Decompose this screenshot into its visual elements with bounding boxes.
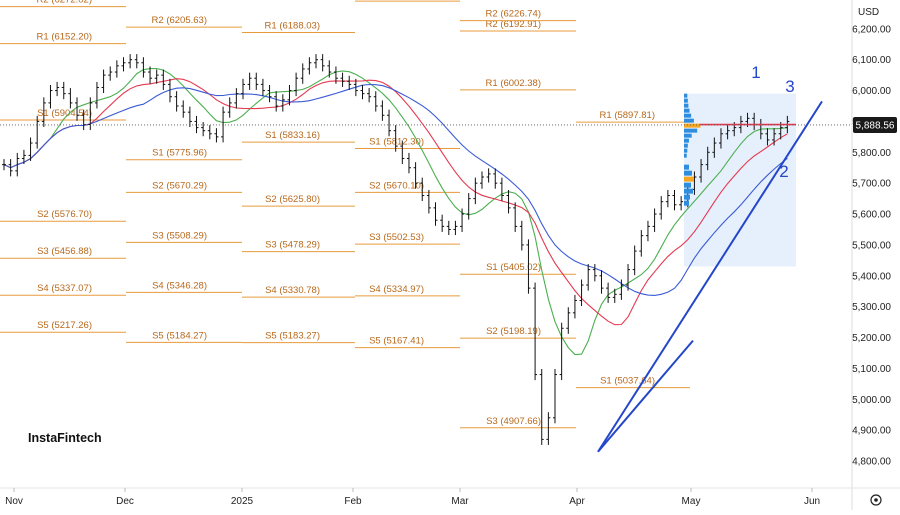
x-tick-label: Dec — [116, 496, 134, 507]
pivot-label: S4 (5330.78) — [265, 285, 320, 296]
y-tick-label: 4,800.00 — [852, 457, 891, 468]
wave-label: 3 — [785, 77, 794, 96]
volume-profile-bar — [684, 134, 692, 138]
pivot-label: S3 (4907.66) — [486, 416, 541, 427]
y-tick-label: 6,100.00 — [852, 55, 891, 66]
y-tick-label: 5,100.00 — [852, 364, 891, 375]
volume-profile-bar — [684, 144, 688, 148]
pivot-label: S1 (5833.16) — [265, 130, 320, 141]
y-tick-label: 5,000.00 — [852, 395, 891, 406]
pivot-label: S2 (5576.70) — [37, 209, 92, 220]
y-tick-label: 5,600.00 — [852, 210, 891, 221]
wave-label: 1 — [751, 63, 760, 82]
y-tick-label: 6,200.00 — [852, 24, 891, 35]
pivot-label: S5 (5217.26) — [37, 320, 92, 331]
pivot-label: R1 (6002.38) — [486, 78, 541, 89]
volume-profile-bar — [684, 201, 689, 206]
pivot-label: R2 (6205.63) — [152, 15, 207, 26]
pivot-label: S4 (5337.07) — [37, 283, 92, 294]
pivot-label: S3 (5502.53) — [369, 232, 424, 243]
y-tick-label: 5,800.00 — [852, 148, 891, 159]
volume-profile-bar — [684, 114, 691, 118]
volume-profile-bar — [684, 109, 690, 113]
volume-profile-bar — [684, 154, 687, 158]
x-tick-label: Mar — [451, 496, 469, 507]
y-tick-label: 5,500.00 — [852, 240, 891, 251]
pivot-label: S5 (5183.27) — [265, 331, 320, 342]
volume-profile-bar — [684, 119, 694, 123]
volume-profile-bar — [684, 189, 693, 194]
pivot-label: S3 (5508.29) — [152, 230, 207, 241]
pivot-label: R1 (5897.81) — [600, 110, 655, 121]
last-price-label: 5,888.56 — [856, 120, 895, 131]
pivot-label: S5 (5184.27) — [152, 330, 207, 341]
volume-profile-bar — [684, 183, 691, 188]
volume-profile-bar — [684, 195, 690, 200]
pivot-label: S2 (5198.19) — [486, 326, 541, 337]
pivot-label: R2 (6272.02) — [37, 0, 92, 6]
volume-profile-bar — [684, 165, 689, 170]
x-tick-label: Feb — [344, 496, 362, 507]
pivot-label: R1 (6188.03) — [265, 21, 320, 32]
pivot-label: S3 (5478.29) — [265, 240, 320, 251]
x-tick-label: Nov — [5, 496, 23, 507]
volume-profile-bar — [684, 99, 688, 103]
x-tick-label: 2025 — [231, 496, 254, 507]
pivot-label: S2 (5670.29) — [152, 180, 207, 191]
brand-watermark: InstaFintech — [28, 431, 102, 445]
x-tick-label: May — [682, 496, 701, 507]
volume-profile-bar — [684, 124, 701, 128]
x-tick-label: Jun — [804, 496, 820, 507]
volume-profile-bar — [684, 139, 689, 143]
y-tick-label: 5,700.00 — [852, 179, 891, 190]
pivot-label: S1 (5405.02) — [486, 262, 541, 273]
volume-profile-bar — [684, 94, 687, 98]
x-tick-label: Apr — [569, 496, 585, 507]
pivot-label: S4 (5334.97) — [369, 284, 424, 295]
pivot-label: S2 (5625.80) — [265, 194, 320, 205]
pivot-label: R1 (6152.20) — [37, 32, 92, 43]
pivot-label: R2 (6226.74) — [486, 9, 541, 20]
volume-profile-bar — [684, 129, 697, 133]
y-tick-label: 5,300.00 — [852, 302, 891, 313]
volume-profile-bar — [684, 171, 692, 176]
volume-profile-bar — [684, 104, 688, 108]
y-tick-label: 6,000.00 — [852, 86, 891, 97]
currency-label[interactable]: USD — [858, 7, 879, 18]
volume-profile-bar — [684, 177, 694, 182]
pivot-label: S1 (5775.96) — [152, 148, 207, 159]
volume-profile-bar — [684, 149, 687, 153]
y-tick-label: 4,900.00 — [852, 426, 891, 437]
pivot-label: S5 (5167.41) — [369, 336, 424, 347]
pivot-label: S3 (5456.88) — [37, 246, 92, 257]
y-tick-label: 5,400.00 — [852, 271, 891, 282]
wave-label: 2 — [779, 162, 788, 181]
y-tick-label: 5,200.00 — [852, 333, 891, 344]
pivot-label: S4 (5346.28) — [152, 280, 207, 291]
